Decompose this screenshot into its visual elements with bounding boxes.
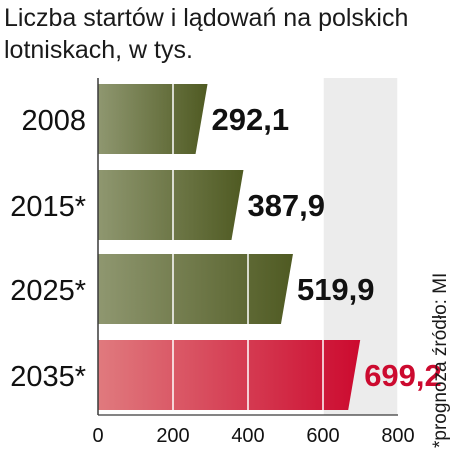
value-label: 699,2 bbox=[364, 358, 442, 393]
value-label: 292,1 bbox=[212, 102, 290, 137]
x-tick-label: 200 bbox=[156, 425, 189, 447]
bar bbox=[98, 340, 361, 410]
category-label: 2008 bbox=[21, 105, 86, 137]
value-label: 519,9 bbox=[297, 272, 375, 307]
category-label: 2025* bbox=[10, 275, 86, 307]
x-tick-label: 0 bbox=[92, 425, 103, 447]
bar bbox=[98, 170, 244, 240]
value-label: 387,9 bbox=[247, 188, 325, 223]
x-tick-label: 800 bbox=[381, 425, 414, 447]
x-tick-label: 400 bbox=[231, 425, 264, 447]
category-label: 2035* bbox=[10, 361, 86, 393]
bar bbox=[98, 84, 208, 154]
x-tick-label: 600 bbox=[306, 425, 339, 447]
bar bbox=[98, 254, 293, 324]
category-label: 2015* bbox=[10, 191, 86, 223]
source-note: *prognoza źródło: MI bbox=[430, 272, 451, 448]
chart-title: Liczba startów i lądowań na polskich lot… bbox=[4, 4, 409, 64]
